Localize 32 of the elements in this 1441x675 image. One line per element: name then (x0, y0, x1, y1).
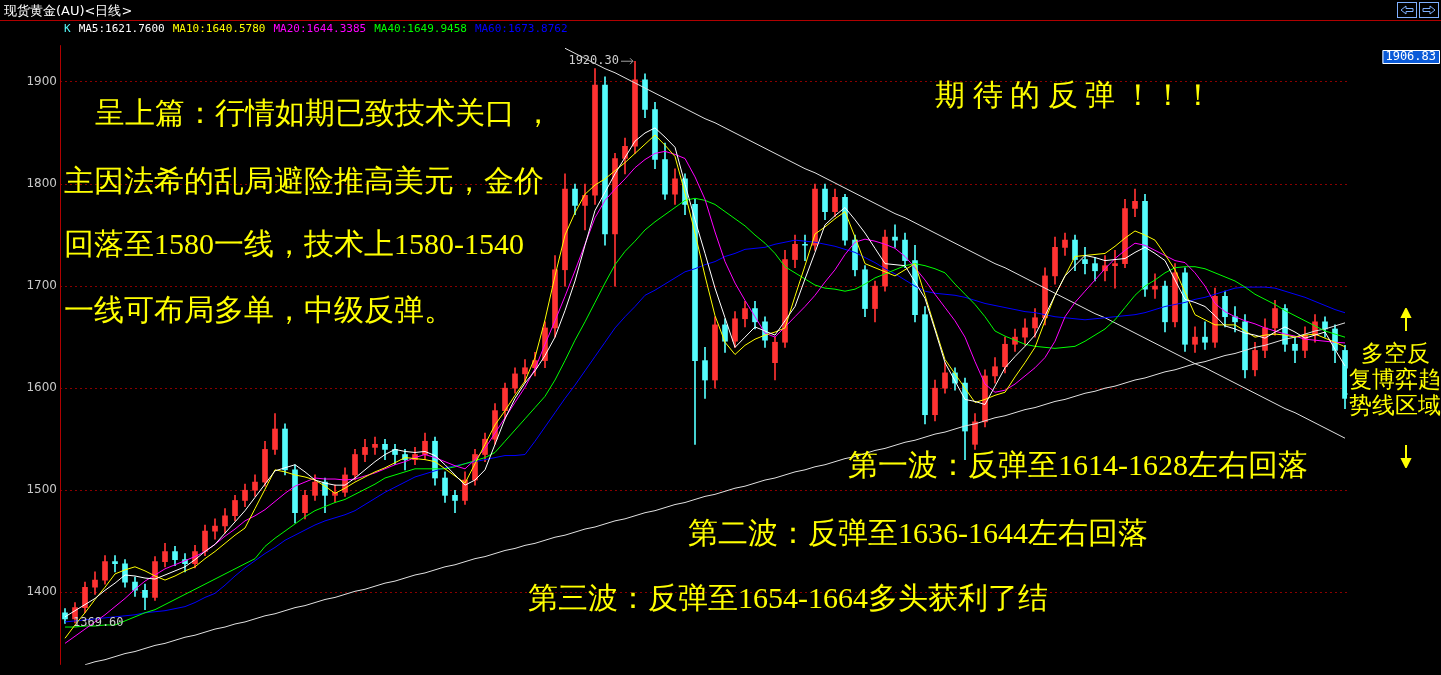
annotation: 期 待 的 反 弹 ！！！ (935, 77, 1213, 111)
text: MA5:1621.7600 (78, 22, 165, 35)
candlestick (112, 555, 118, 573)
annotation: 一线可布局多单，中级反弹。 (64, 292, 454, 326)
candlestick (372, 436, 378, 455)
y-tick-label: 1400 (26, 584, 57, 599)
text: 1906.83 (1385, 49, 1437, 64)
annotation: 势线区域 (1349, 393, 1441, 419)
candlestick (802, 234, 808, 261)
text: MA10:1640.5780 (172, 22, 266, 35)
y-tick-label: 1500 (26, 482, 57, 497)
annotation: 回落至1580一线，技术上1580-1540 (64, 226, 524, 260)
annotation: 呈上篇：行情如期已致技术关口 ， (95, 95, 553, 129)
annotation: 第三波：反弹至1654-1664多头获利了结 (528, 580, 1048, 614)
text: 多空反 (1360, 341, 1430, 367)
text: MA20:1644.3385 (273, 22, 367, 35)
annotation: 主因法希的乱局避险推高美元，金价 (64, 163, 544, 197)
y-tick-label: 1900 (26, 74, 57, 89)
candlestick (212, 518, 218, 540)
annotation: 复博弈趋 (1349, 367, 1441, 393)
candlestick (1202, 321, 1208, 350)
annotation: 第二波：反弹至1636-1644左右回落 (688, 515, 1148, 549)
candlestick (1082, 246, 1088, 275)
text: K (64, 22, 71, 35)
text: MA60:1673.8762 (474, 22, 568, 35)
y-tick-label: 1800 (26, 176, 57, 191)
y-tick-label: 1700 (26, 278, 57, 293)
chart-title: 现货黄金(AU)<日线> (4, 2, 133, 20)
annotation: 第一波：反弹至1614-1628左右回落 (848, 447, 1308, 481)
text: MA40:1649.9458 (374, 22, 467, 35)
y-tick-label: 1600 (26, 380, 57, 395)
candlestick (1112, 250, 1118, 289)
